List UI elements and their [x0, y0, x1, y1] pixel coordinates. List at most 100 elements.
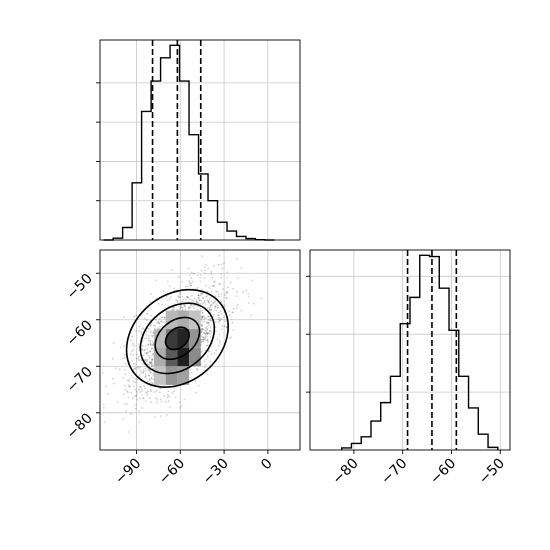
scatter-point	[196, 274, 199, 276]
scatter-point	[174, 396, 177, 399]
scatter-point	[178, 276, 180, 279]
scatter-point	[114, 367, 117, 369]
scatter-point	[176, 300, 179, 302]
scatter-point	[207, 300, 210, 303]
scatter-point	[149, 330, 152, 332]
scatter-point	[224, 320, 227, 323]
scatter-point	[179, 401, 181, 404]
scatter-point	[206, 339, 209, 342]
scatter-point	[177, 296, 180, 299]
scatter-point	[183, 398, 186, 401]
scatter-point	[138, 330, 141, 332]
scatter-point	[181, 281, 183, 283]
scatter-point	[201, 328, 204, 330]
scatter-point	[202, 331, 205, 334]
scatter-point	[145, 334, 147, 336]
scatter-point	[205, 264, 208, 266]
scatter-point	[206, 290, 209, 293]
scatter-point	[151, 340, 154, 343]
scatter-point	[188, 283, 191, 285]
panel-frame	[309, 249, 511, 451]
scatter-point	[155, 390, 158, 392]
scatter-point	[146, 312, 148, 315]
scatter-point	[151, 347, 154, 350]
scatter-point	[138, 355, 140, 358]
scatter-point	[150, 361, 153, 364]
scatter-point	[112, 377, 114, 380]
scatter-point	[145, 345, 147, 347]
scatter-point	[235, 295, 238, 298]
scatter-point	[208, 307, 211, 310]
scatter-point	[230, 336, 233, 339]
scatter-point	[144, 375, 147, 378]
scatter-point	[198, 297, 201, 299]
scatter-point	[151, 358, 154, 361]
scatter-point	[204, 333, 207, 336]
scatter-point	[223, 304, 226, 306]
scatter-point	[188, 306, 191, 309]
scatter-point	[199, 274, 202, 276]
scatter-point	[141, 390, 144, 392]
scatter-point	[148, 378, 151, 380]
scatter-point	[226, 277, 229, 279]
scatter-point	[151, 335, 154, 338]
scatter-point	[152, 373, 155, 376]
scatter-point	[210, 308, 213, 311]
scatter-point	[240, 267, 243, 270]
density-cell	[189, 347, 201, 367]
scatter-point	[124, 353, 126, 356]
x-tick-label: −80	[330, 456, 362, 488]
scatter-point	[214, 295, 217, 298]
scatter-point	[150, 382, 153, 384]
quantile-lines	[151, 40, 202, 240]
scatter-point	[199, 276, 202, 279]
scatter-point	[146, 352, 148, 355]
scatter-point	[143, 317, 146, 320]
scatter-point	[149, 389, 152, 391]
scatter-point	[251, 279, 254, 282]
scatter-point	[203, 266, 206, 269]
scatter-point	[200, 330, 203, 333]
scatter-point	[173, 306, 175, 309]
scatter-point	[198, 299, 201, 302]
scatter-point	[149, 385, 152, 388]
scatter-point	[134, 388, 137, 391]
histogram-y-panel: −80 −70 −60 −50	[306, 249, 511, 488]
scatter-point	[206, 333, 209, 335]
scatter-point	[237, 277, 239, 280]
scatter-point	[203, 329, 206, 332]
scatter-point	[200, 299, 203, 302]
scatter-point	[179, 305, 182, 307]
scatter-point	[203, 272, 206, 275]
scatter-point	[148, 379, 151, 381]
scatter-point	[101, 371, 104, 374]
scatter-point	[150, 376, 153, 379]
scatter-point	[148, 337, 151, 340]
scatter-point	[118, 368, 121, 371]
scatter-point	[130, 374, 133, 377]
scatter-point	[132, 385, 135, 388]
scatter-point	[150, 363, 153, 366]
scatter-point	[225, 325, 228, 328]
scatter-point	[201, 327, 204, 330]
scatter-point	[147, 343, 150, 346]
scatter-point	[135, 330, 138, 333]
scatter-point	[135, 393, 138, 396]
scatter-point	[204, 349, 206, 352]
scatter-point	[216, 306, 219, 309]
scatter-point	[121, 357, 124, 360]
scatter-point	[220, 293, 223, 295]
scatter-point	[155, 397, 157, 399]
scatter-point	[203, 332, 206, 335]
histogram-step-line	[341, 254, 499, 450]
scatter-point	[142, 369, 145, 372]
scatter-point	[103, 421, 106, 424]
scatter-point	[135, 314, 137, 317]
scatter-point	[201, 335, 203, 338]
scatter-point	[132, 363, 135, 365]
scatter-point	[148, 374, 151, 377]
scatter-point	[152, 375, 155, 377]
scatter-point	[207, 332, 210, 334]
scatter-point	[138, 410, 141, 412]
